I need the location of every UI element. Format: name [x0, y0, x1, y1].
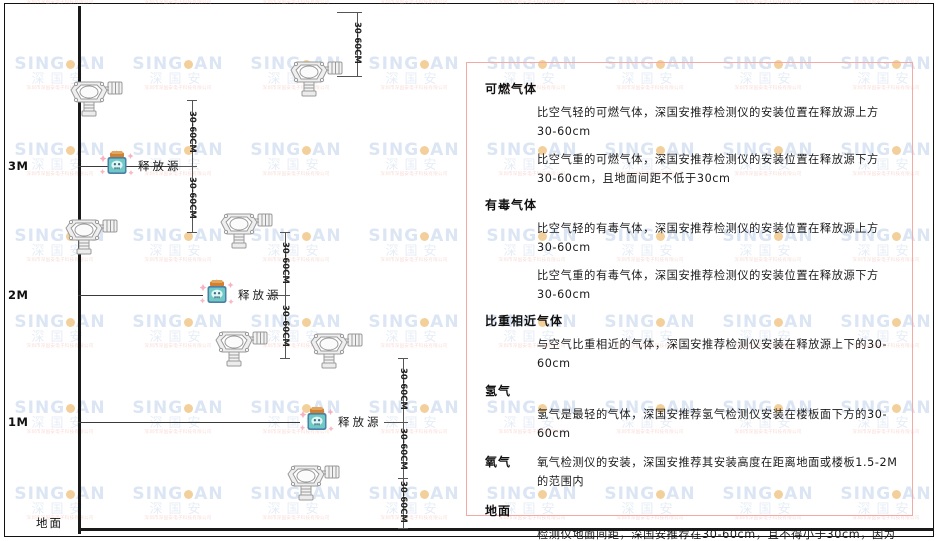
- dimension-tick: [187, 100, 197, 101]
- dimension-tick: [187, 232, 197, 233]
- level-line-1m: [78, 422, 300, 423]
- dimension-line: [357, 12, 358, 76]
- dimension-leader: [337, 76, 357, 77]
- release-source-label: 释放源: [238, 288, 282, 302]
- dimension-label: 30-60CM: [398, 481, 408, 523]
- gas-detector-icon: [218, 200, 280, 252]
- dimension-label: 30-60CM: [398, 368, 408, 410]
- panel-section-title: 可燃气体: [485, 82, 538, 96]
- gas-detector-icon: [68, 68, 130, 120]
- panel-section-text: 氧气检测仪的安装，深国安推荐其安装高度在距离地面或楼板1.5-2M的范围内: [537, 456, 898, 489]
- panel-section-title: 有毒气体: [485, 198, 538, 213]
- dimension-label: 30-60CM: [280, 241, 290, 284]
- ground-label: 地面: [36, 516, 63, 530]
- dimension-tick: [398, 478, 408, 479]
- gas-detector-icon: [63, 206, 125, 258]
- panel-section-text: 比空气轻的可燃气体，深国安推荐检测仪的安装位置在释放源上方30-60cm: [537, 106, 879, 139]
- dimension-tick: [280, 295, 290, 296]
- outer-frame: [4, 3, 934, 537]
- dimension-tick: [280, 358, 290, 359]
- dimension-label: 30-60CM: [187, 177, 197, 219]
- panel-section-text: 与空气比重相近的气体，深国安推荐检测仪安装在释放源上下的30-60cm: [537, 338, 888, 371]
- release-source-icon: [100, 149, 134, 179]
- dimension-tick: [398, 422, 408, 423]
- panel-section-text: 比空气重的可燃气体，深国安推荐检测仪的安装位置在释放源下方30-60cm，且地面…: [537, 152, 879, 185]
- vertical-axis: [78, 6, 81, 534]
- panel-section-text: 检测仪地面间距，深国安推荐在30-60cm，且不得小于30cm，因为过低容易水浸…: [537, 527, 896, 541]
- dimension-leader: [266, 295, 285, 296]
- level-label-3m: 3M: [8, 159, 29, 173]
- panel-section-text: 比空气轻的有毒气体，深国安推荐检测仪的安装位置在释放源上方30-60cm: [537, 222, 879, 255]
- panel-oxygen-row: 氧气 氧气检测仪的安装，深国安推荐其安装高度在距离地面或楼板1.5-2M的范围内: [485, 453, 898, 492]
- dimension-leader: [384, 422, 403, 423]
- dimension-label: 30-60CM: [187, 111, 197, 153]
- info-panel: 可燃气体比空气轻的可燃气体，深国安推荐检测仪的安装位置在释放源上方30-60cm…: [466, 62, 913, 541]
- panel-section-text: 比空气重的有毒气体，深国安推荐检测仪的安装位置在释放源下方30-60cm: [537, 268, 879, 301]
- dimension-tick: [352, 76, 362, 77]
- dimension-tick: [398, 358, 408, 359]
- gas-detector-icon: [288, 48, 350, 100]
- panel-section-title: 比重相近气体: [485, 314, 564, 329]
- panel-section-title: 氢气: [485, 383, 512, 398]
- panel-section-title: 地面: [485, 503, 512, 518]
- gas-detector-icon: [285, 452, 347, 504]
- dimension-leader: [173, 166, 192, 167]
- gas-detector-icon: [213, 318, 275, 370]
- dimension-tick: [187, 166, 197, 167]
- dimension-tick: [352, 12, 362, 13]
- panel-section-title: 氧气: [485, 455, 512, 470]
- dimension-label: 30-60CM: [352, 22, 362, 64]
- dimension-label: 30-60CM: [280, 304, 290, 347]
- release-source-icon: [200, 278, 234, 308]
- gas-detector-icon: [308, 320, 370, 372]
- dimension-label: 30-60CM: [398, 428, 408, 470]
- level-label-1m: 1M: [8, 415, 29, 429]
- level-line-2m: [78, 295, 203, 296]
- release-source-icon: [300, 405, 334, 435]
- panel-section-text: 氢气是最轻的气体，深国安推荐氢气检测仪安装在楼板面下方的30-60cm: [537, 407, 888, 440]
- ground-axis-line: [78, 528, 934, 531]
- release-source-label: 释放源: [138, 159, 182, 173]
- dimension-line: [403, 358, 404, 528]
- level-label-2m: 2M: [8, 288, 29, 302]
- dimension-leader: [337, 12, 357, 13]
- dimension-tick: [398, 528, 408, 529]
- release-source-label: 释放源: [338, 415, 382, 429]
- dimension-tick: [280, 232, 290, 233]
